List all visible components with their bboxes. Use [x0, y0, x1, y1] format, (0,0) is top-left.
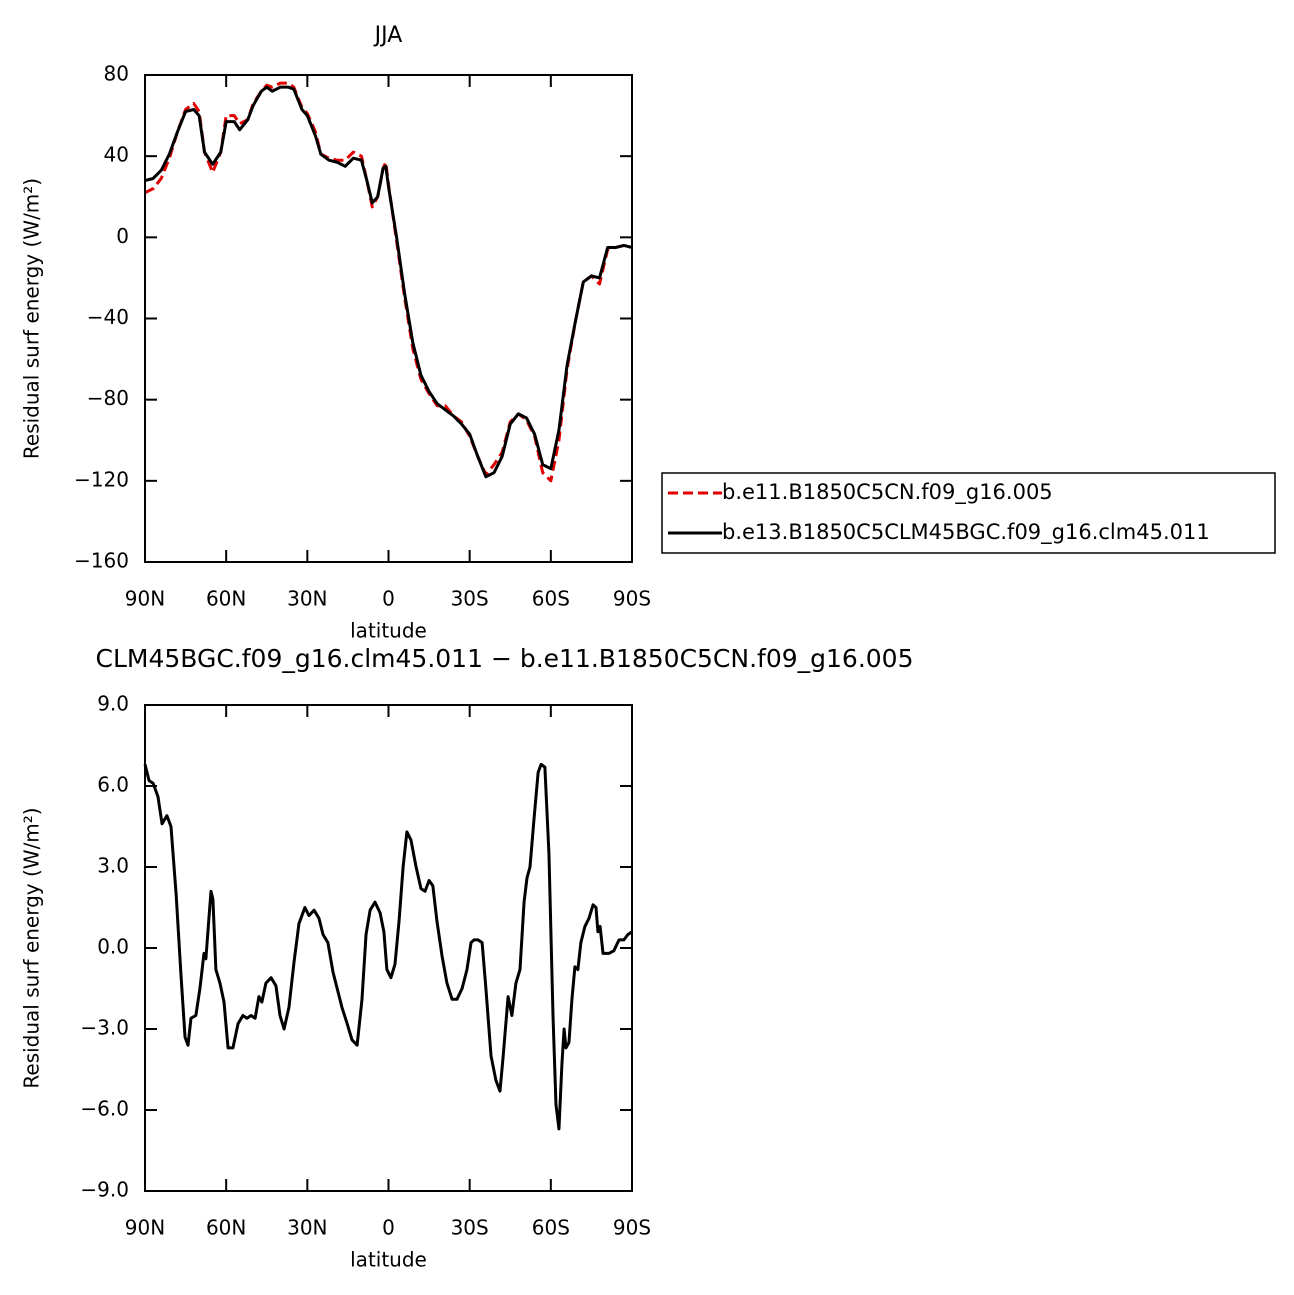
- x-tick-label: 60S: [532, 587, 570, 611]
- x-tick-label: 30N: [287, 587, 327, 611]
- plot-frame: [144, 74, 633, 563]
- legend-label: b.e13.B1850C5CLM45BGC.f09_g16.clm45.011: [722, 520, 1210, 545]
- y-tick-label: −80: [87, 386, 129, 410]
- chart-title: CLM45BGC.f09_g16.clm45.011 − b.e11.B1850…: [95, 644, 913, 673]
- x-axis-label: latitude: [350, 619, 427, 643]
- x-tick-label: 60S: [532, 1216, 570, 1240]
- y-tick-label: −3.0: [80, 1016, 129, 1040]
- y-tick-label: −120: [74, 467, 129, 491]
- y-tick-label: 0: [116, 224, 129, 248]
- chart-title: JJA: [373, 23, 403, 48]
- x-tick-label: 90N: [125, 1216, 165, 1240]
- y-tick-label: 6.0: [97, 773, 129, 797]
- y-tick-label: 80: [104, 62, 129, 86]
- y-axis-label: Residual surf energy (W/m²): [20, 807, 44, 1088]
- y-tick-label: 40: [104, 143, 129, 167]
- x-tick-label: 90N: [125, 587, 165, 611]
- plot-frame: [144, 704, 633, 1192]
- y-tick-label: 3.0: [97, 854, 129, 878]
- y-tick-label: −9.0: [80, 1178, 129, 1202]
- y-tick-label: −160: [74, 549, 129, 573]
- x-tick-label: 0: [382, 587, 395, 611]
- y-tick-label: 0.0: [97, 935, 129, 959]
- x-tick-label: 30S: [451, 1216, 489, 1240]
- x-tick-label: 60N: [206, 1216, 246, 1240]
- y-tick-label: 9.0: [97, 692, 129, 716]
- legend-label: b.e11.B1850C5CN.f09_g16.005: [722, 480, 1053, 505]
- y-tick-label: −40: [87, 305, 129, 329]
- x-tick-label: 30S: [451, 587, 489, 611]
- x-tick-label: 30N: [287, 1216, 327, 1240]
- x-tick-label: 90S: [613, 1216, 651, 1240]
- x-axis-label: latitude: [350, 1248, 427, 1272]
- x-tick-label: 60N: [206, 587, 246, 611]
- x-tick-label: 0: [382, 1216, 395, 1240]
- series-line: [144, 85, 633, 479]
- series-line: [143, 762, 633, 1131]
- legend-box: [661, 472, 1276, 554]
- y-axis-label: Residual surf energy (W/m²): [20, 178, 44, 459]
- y-tick-label: −6.0: [80, 1097, 129, 1121]
- x-tick-label: 90S: [613, 587, 651, 611]
